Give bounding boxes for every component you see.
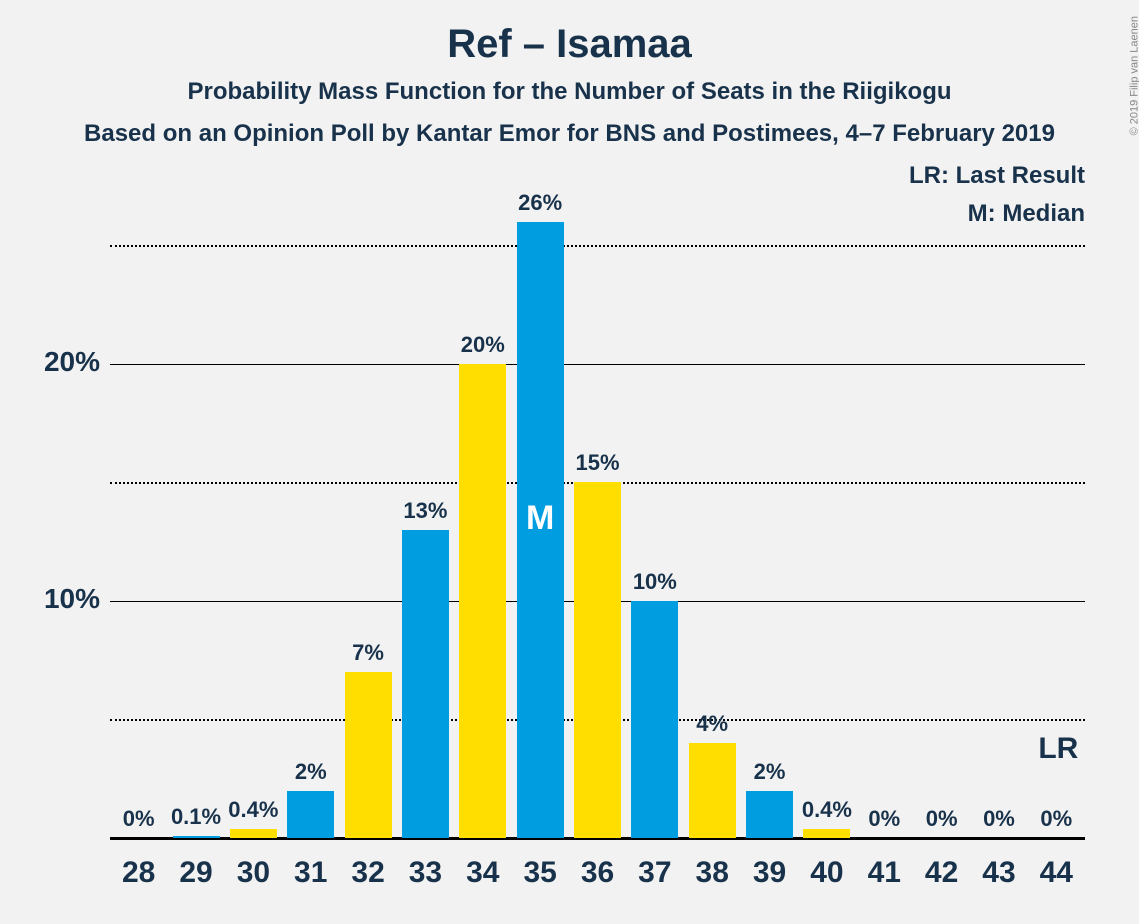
gridline-minor [110, 245, 1085, 247]
bar-value-label: 7% [352, 640, 384, 666]
x-axis-label: 28 [122, 856, 155, 890]
x-axis-label: 38 [696, 856, 729, 890]
x-axis-label: 43 [982, 856, 1015, 890]
x-axis-label: 35 [523, 856, 556, 890]
x-axis-label: 31 [294, 856, 327, 890]
x-axis-label: 29 [179, 856, 212, 890]
y-axis-label: 20% [20, 346, 100, 378]
last-result-marker: LR [1038, 732, 1078, 766]
bar-value-label: 0% [123, 806, 155, 832]
chart-subtitle-1: Probability Mass Function for the Number… [0, 78, 1139, 106]
x-axis-label: 41 [868, 856, 901, 890]
x-axis-label: 39 [753, 856, 786, 890]
bar [345, 672, 392, 838]
x-axis-label: 36 [581, 856, 614, 890]
legend-last-result: LR: Last Result [909, 162, 1085, 190]
chart-canvas: Ref – Isamaa Probability Mass Function f… [0, 0, 1139, 924]
x-axis-label: 42 [925, 856, 958, 890]
bar-value-label: 20% [461, 332, 505, 358]
x-axis-label: 34 [466, 856, 499, 890]
bar-value-label: 2% [754, 759, 786, 785]
bar-value-label: 0% [926, 806, 958, 832]
bar [631, 601, 678, 838]
bar-value-label: 10% [633, 569, 677, 595]
x-axis-label: 32 [351, 856, 384, 890]
bar [689, 743, 736, 838]
chart-subtitle-2: Based on an Opinion Poll by Kantar Emor … [0, 120, 1139, 148]
x-axis-label: 44 [1040, 856, 1073, 890]
bar-value-label: 2% [295, 759, 327, 785]
bar [402, 530, 449, 838]
credit-text: © 2019 Filip van Laenen [1128, 16, 1139, 135]
bar-value-label: 0% [868, 806, 900, 832]
bar-value-label: 15% [575, 450, 619, 476]
y-axis-label: 10% [20, 583, 100, 615]
gridline-major [110, 364, 1085, 365]
bar-value-label: 0% [983, 806, 1015, 832]
x-axis-label: 30 [237, 856, 270, 890]
bar [173, 836, 220, 838]
x-axis-label: 40 [810, 856, 843, 890]
bar-value-label: 0% [1040, 806, 1072, 832]
bar-value-label: 0.4% [802, 797, 852, 823]
bar [803, 829, 850, 838]
bar-value-label: 26% [518, 190, 562, 216]
x-axis-label: 37 [638, 856, 671, 890]
bar-value-label: 4% [696, 711, 728, 737]
bar-value-label: 13% [403, 498, 447, 524]
bar [459, 364, 506, 838]
bar [574, 482, 621, 838]
bar [746, 791, 793, 838]
x-axis-label: 33 [409, 856, 442, 890]
chart-title: Ref – Isamaa [0, 22, 1139, 67]
bar [287, 791, 334, 838]
bar [230, 829, 277, 838]
median-marker: M [526, 499, 554, 538]
bar-value-label: 0.1% [171, 804, 221, 830]
plot-area: 10%20%0%280.1%290.4%302%317%3213%3320%34… [110, 198, 1085, 838]
bar-value-label: 0.4% [228, 797, 278, 823]
